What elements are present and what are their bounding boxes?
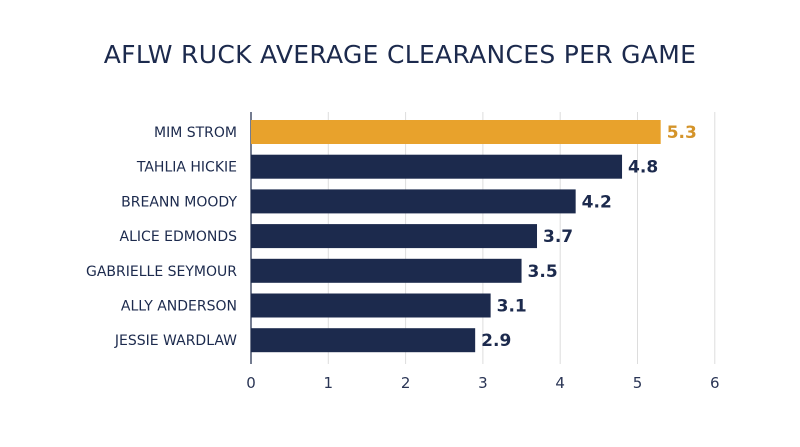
x-tick-label: 0 xyxy=(246,374,256,392)
category-labels: MIM STROM TAHLIA HICKIE BREANN MOODY ALICE … xyxy=(86,125,237,349)
category-label: TAHLIA HICKIE xyxy=(136,160,237,176)
chart-title: AFLW RUCK AVERAGE CLEARANCES PER GAME xyxy=(103,40,697,69)
category-label: JESSIE WARDLAW xyxy=(114,333,237,349)
data-label: 4.2 xyxy=(582,192,612,212)
category-label: BREANN MOODY xyxy=(121,194,237,210)
bar xyxy=(251,154,623,179)
x-tick-label: 1 xyxy=(324,374,334,392)
category-label: GABRIELLE SEYMOUR xyxy=(86,264,237,280)
category-label: MIM STROM xyxy=(154,125,237,141)
bar xyxy=(251,328,476,353)
bar xyxy=(251,224,538,249)
x-tick-label: 4 xyxy=(555,374,565,392)
x-tick-label: 5 xyxy=(633,374,643,392)
x-tick-label: 6 xyxy=(710,374,720,392)
category-label: ALICE EDMONDS xyxy=(120,229,238,245)
data-label: 4.8 xyxy=(628,158,658,178)
data-label: 3.1 xyxy=(497,297,527,317)
category-label: ALLY ANDERSON xyxy=(121,299,237,315)
bar xyxy=(251,120,661,144)
x-tick-label: 3 xyxy=(478,374,488,392)
value-labels: 5.3 4.8 4.2 3.7 3.53.1 2.9 xyxy=(481,123,697,351)
data-label: 2.9 xyxy=(481,331,511,351)
data-label: 5.3 xyxy=(667,123,697,143)
data-label: 3.5 xyxy=(528,262,558,282)
bar xyxy=(251,189,576,214)
x-tick-label: 2 xyxy=(401,374,411,392)
bar xyxy=(251,293,491,318)
bar xyxy=(251,258,522,283)
x-axis-ticks: 0 1 2 3 4 5 6 xyxy=(246,374,719,392)
bars xyxy=(251,120,661,353)
data-label: 3.7 xyxy=(543,227,573,247)
